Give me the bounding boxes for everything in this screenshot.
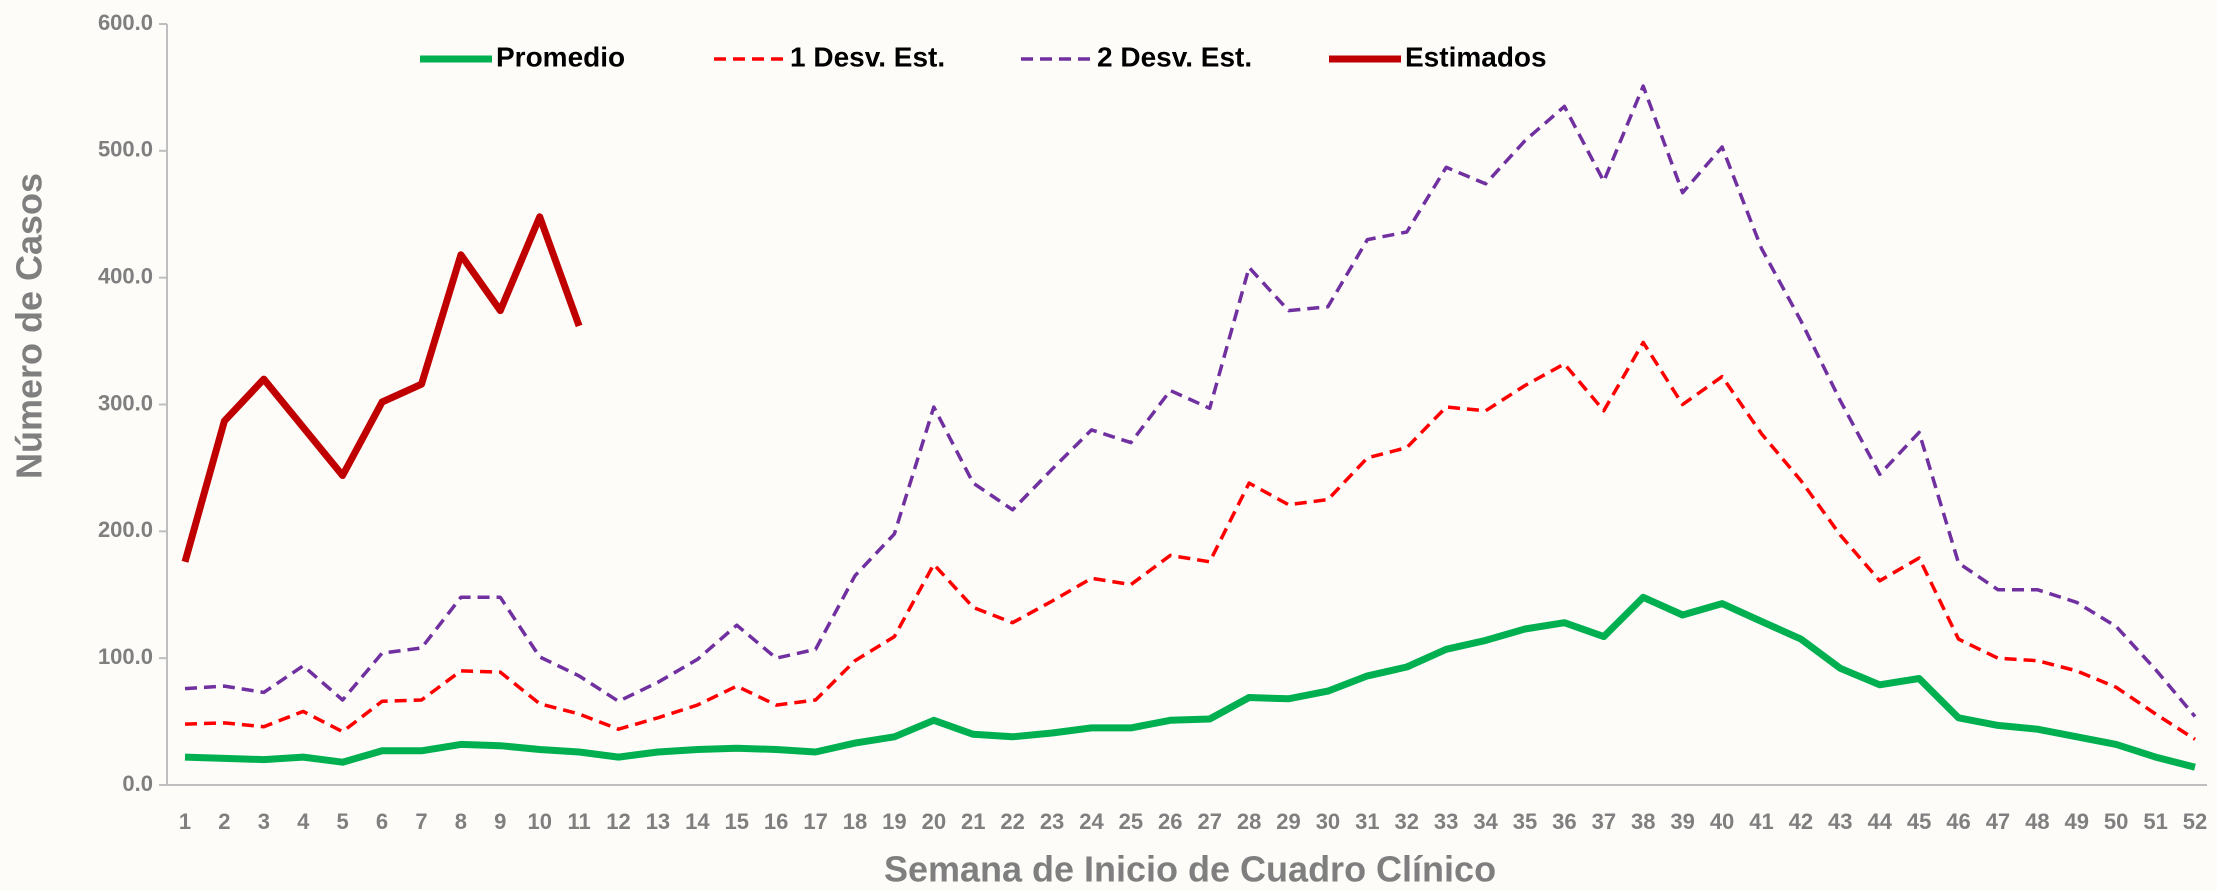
y-tick-label: 200.0 <box>98 517 153 542</box>
x-tick-label: 47 <box>1986 809 2010 834</box>
legend-label: Estimados <box>1405 41 1547 72</box>
x-tick-label: 27 <box>1197 809 1221 834</box>
x-tick-label: 21 <box>961 809 985 834</box>
x-tick-label: 35 <box>1513 809 1537 834</box>
x-tick-label: 2 <box>218 809 230 834</box>
x-tick-label: 38 <box>1631 809 1655 834</box>
x-tick-label: 10 <box>527 809 551 834</box>
y-tick-label: 400.0 <box>98 263 153 288</box>
x-tick-label: 9 <box>494 809 506 834</box>
x-tick-label: 52 <box>2183 809 2207 834</box>
x-tick-label: 25 <box>1119 809 1143 834</box>
x-tick-label: 45 <box>1907 809 1931 834</box>
legend-label: 2 Desv. Est. <box>1097 41 1252 72</box>
x-tick-label: 13 <box>646 809 670 834</box>
x-tick-label: 24 <box>1079 809 1104 834</box>
x-tick-label: 11 <box>567 809 590 834</box>
x-tick-label: 49 <box>2065 809 2089 834</box>
x-tick-label: 12 <box>606 809 630 834</box>
x-axis-title: Semana de Inicio de Cuadro Clínico <box>884 849 1496 890</box>
x-tick-label: 6 <box>376 809 388 834</box>
x-tick-label: 31 <box>1355 809 1379 834</box>
x-tick-label: 34 <box>1473 809 1498 834</box>
y-tick-label: 600.0 <box>98 10 153 35</box>
y-axis-title: Número de Casos <box>9 173 50 479</box>
x-tick-label: 7 <box>415 809 427 834</box>
x-tick-label: 28 <box>1237 809 1261 834</box>
x-tick-label: 48 <box>2025 809 2049 834</box>
y-tick-label: 300.0 <box>98 390 153 415</box>
x-tick-label: 50 <box>2104 809 2128 834</box>
x-tick-label: 1 <box>179 809 191 834</box>
x-tick-label: 37 <box>1592 809 1616 834</box>
x-tick-label: 19 <box>882 809 906 834</box>
x-tick-label: 41 <box>1749 809 1773 834</box>
y-tick-label: 500.0 <box>98 137 153 162</box>
x-tick-label: 14 <box>685 809 710 834</box>
x-tick-label: 32 <box>1395 809 1419 834</box>
x-tick-label: 26 <box>1158 809 1182 834</box>
x-tick-label: 36 <box>1552 809 1576 834</box>
x-tick-label: 18 <box>843 809 867 834</box>
x-tick-label: 33 <box>1434 809 1458 834</box>
y-tick-label: 0.0 <box>122 771 153 796</box>
x-tick-label: 39 <box>1670 809 1694 834</box>
x-tick-label: 16 <box>764 809 788 834</box>
x-tick-label: 5 <box>337 809 349 834</box>
x-tick-label: 23 <box>1040 809 1064 834</box>
x-tick-label: 42 <box>1789 809 1813 834</box>
x-tick-label: 22 <box>1000 809 1024 834</box>
legend-label: 1 Desv. Est. <box>790 41 945 72</box>
x-tick-label: 29 <box>1276 809 1300 834</box>
series-line <box>184 593 2196 771</box>
x-tick-label: 40 <box>1710 809 1734 834</box>
series-line <box>181 213 583 563</box>
x-tick-label: 43 <box>1828 809 1852 834</box>
x-tick-label: 30 <box>1316 809 1340 834</box>
x-tick-label: 20 <box>922 809 946 834</box>
x-tick-label: 17 <box>803 809 827 834</box>
x-tick-label: 44 <box>1867 809 1892 834</box>
x-tick-label: 3 <box>258 809 270 834</box>
x-tick-label: 46 <box>1946 809 1970 834</box>
series-line <box>184 340 2196 741</box>
x-tick-label: 51 <box>2143 809 2167 834</box>
series-line <box>184 84 2197 718</box>
legend-label: Promedio <box>496 41 625 72</box>
x-tick-label: 15 <box>725 809 749 834</box>
x-tick-label: 8 <box>455 809 467 834</box>
x-tick-label: 4 <box>297 809 310 834</box>
y-tick-label: 100.0 <box>98 644 153 669</box>
